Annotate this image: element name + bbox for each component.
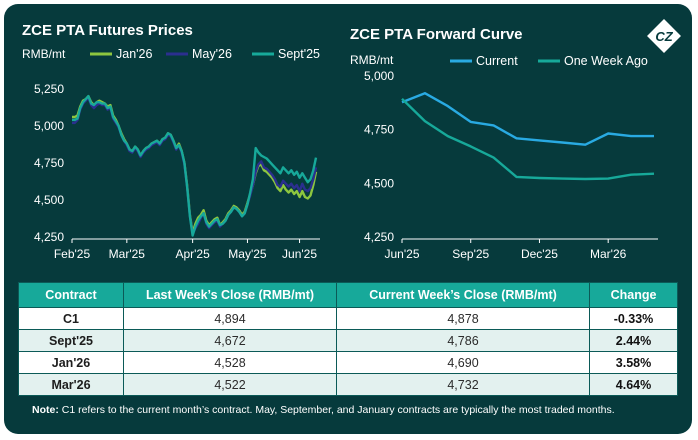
cell-last-week: 4,528 xyxy=(123,351,337,374)
y-tick-label: 4,250 xyxy=(34,230,64,244)
cell-change: 2.44% xyxy=(589,329,678,352)
cell-last-week: 4,672 xyxy=(123,329,337,352)
table-row: Mar'26 4,522 4,732 4.64% xyxy=(18,373,678,396)
cell-last-week: 4,522 xyxy=(123,373,337,396)
report-card: ZCE PTA Futures Prices RMB/mt 4,250 4,500… xyxy=(4,4,692,434)
table-row: C1 4,894 4,878 -0.33% xyxy=(18,307,678,330)
footnote-label: Note: xyxy=(32,404,59,416)
col-header-contract: Contract xyxy=(18,282,124,308)
col-header-last-week: Last Week’s Close (RMB/mt) xyxy=(123,282,337,308)
cell-current-week: 4,690 xyxy=(336,351,590,374)
x-tick-label: Mar'25 xyxy=(109,247,146,261)
col-header-change: Change xyxy=(589,282,678,308)
x-tick-label: Feb'25 xyxy=(54,247,91,261)
x-tick-label: Dec'25 xyxy=(521,247,558,261)
cell-current-week: 4,786 xyxy=(336,329,590,352)
y-tick-label: 4,750 xyxy=(364,123,394,137)
legend-label: Jan'26 xyxy=(116,47,152,61)
cz-diamond-logo: CZ xyxy=(647,19,681,53)
table-row: Sept'25 4,672 4,786 2.44% xyxy=(18,329,678,352)
cell-contract: C1 xyxy=(18,307,124,330)
y-tick-label: 4,500 xyxy=(34,193,64,207)
footnote: Note: C1 refers to the current month’s c… xyxy=(32,403,672,417)
cell-change: 3.58% xyxy=(589,351,678,374)
legend-label: Current xyxy=(476,54,518,68)
legend-label: One Week Ago xyxy=(564,54,648,68)
x-tick-label: Apr'25 xyxy=(175,247,210,261)
cell-change: -0.33% xyxy=(589,307,678,330)
cell-change: 4.64% xyxy=(589,373,678,396)
weekly-close-table: Contract Last Week’s Close (RMB/mt) Curr… xyxy=(18,282,678,396)
y-tick-label: 4,500 xyxy=(364,176,394,190)
futures-chart-unit: RMB/mt xyxy=(22,47,66,61)
table-row: Jan'26 4,528 4,690 3.58% xyxy=(18,351,678,374)
series-line-current xyxy=(401,91,654,146)
legend-label: Sept'25 xyxy=(278,47,320,61)
y-tick-label: 5,250 xyxy=(34,82,64,96)
x-tick-label: May'25 xyxy=(228,247,267,261)
col-header-current-week: Current Week’s Close (RMB/mt) xyxy=(336,282,590,308)
series-line-one-week-ago xyxy=(401,97,655,181)
cell-contract: Mar'26 xyxy=(18,373,124,396)
cell-contract: Sept'25 xyxy=(18,329,124,352)
cell-contract: Jan'26 xyxy=(18,351,124,374)
futures-chart-title: ZCE PTA Futures Prices xyxy=(22,22,193,39)
y-tick-label: 5,000 xyxy=(34,119,64,133)
x-tick-label: Jun'25 xyxy=(282,247,317,261)
forward-curve-unit: RMB/mt xyxy=(350,53,394,67)
table-header-row: Contract Last Week’s Close (RMB/mt) Curr… xyxy=(18,282,678,308)
cell-last-week: 4,894 xyxy=(123,307,337,330)
y-tick-label: 5,000 xyxy=(364,69,394,83)
forward-curve-title: ZCE PTA Forward Curve xyxy=(350,26,523,43)
x-tick-label: Jun'25 xyxy=(385,247,420,261)
x-tick-label: Mar'26 xyxy=(590,247,627,261)
forward-curve-chart: 4,250 4,500 4,750 5,000 Jun'25 Sep'25 Dec'25 Ma… xyxy=(364,54,658,261)
y-tick-label: 4,250 xyxy=(364,230,394,244)
cell-current-week: 4,732 xyxy=(336,373,590,396)
logo-text: CZ xyxy=(655,29,673,44)
futures-chart: 4,250 4,500 4,750 5,000 5,250 Feb'25 Mar'25 Apr… xyxy=(34,47,320,261)
footnote-text: C1 refers to the current month’s contrac… xyxy=(58,404,615,416)
legend-label: May'26 xyxy=(192,47,232,61)
x-tick-label: Sep'25 xyxy=(452,247,489,261)
series-line-sept-25 xyxy=(72,94,318,237)
y-tick-label: 4,750 xyxy=(34,156,64,170)
cell-current-week: 4,878 xyxy=(336,307,590,330)
